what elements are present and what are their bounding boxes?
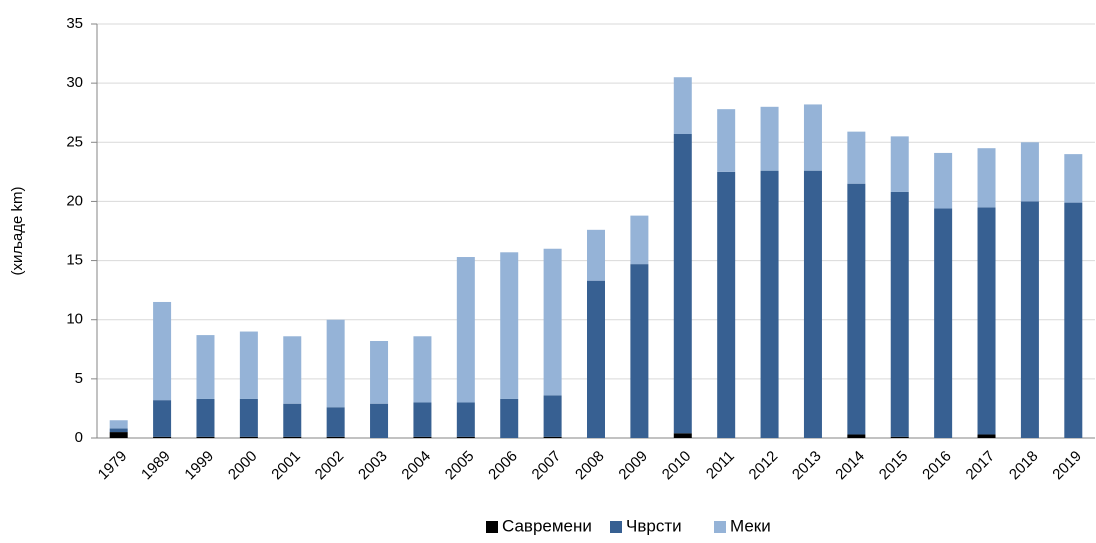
bar-segment (717, 171, 736, 438)
bar-segment (153, 301, 172, 401)
bar-segment (760, 170, 779, 438)
y-tick-label: 30 (66, 74, 83, 91)
bar-segment (977, 434, 996, 438)
x-tick-label: 2007 (529, 448, 565, 484)
x-tick-label: 2001 (268, 448, 304, 484)
bar-segment (413, 402, 432, 437)
x-tick-label: 2009 (615, 448, 651, 484)
x-tick-label: 2017 (963, 448, 999, 484)
bar-segment (1064, 202, 1083, 438)
y-axis-label: (хиљаде km) (9, 186, 26, 275)
x-tick-label: 2015 (876, 448, 912, 484)
legend-swatch (610, 521, 622, 533)
bar-segment (413, 336, 432, 403)
bar-segment (370, 403, 389, 438)
bar-segment (587, 229, 605, 281)
x-tick-label: 2013 (789, 448, 825, 484)
bar-segment (109, 428, 128, 433)
bar-segment (717, 109, 736, 172)
y-tick-label: 5 (75, 370, 83, 387)
bar-segment (890, 191, 909, 437)
legend-swatch (714, 521, 726, 533)
y-tick-label: 10 (66, 311, 83, 328)
bar-segment (239, 331, 258, 399)
y-tick-label: 25 (66, 133, 83, 150)
bar-segment (543, 248, 562, 396)
bar-segment (196, 436, 215, 438)
bar-segment (934, 152, 953, 209)
x-tick-label: 2010 (659, 448, 695, 484)
x-tick-label: 2014 (832, 448, 868, 484)
bar-segment (370, 341, 389, 404)
bar-segment (109, 420, 128, 429)
x-tick-label: 2000 (225, 448, 261, 484)
bar-segment (456, 257, 475, 403)
x-tick-label: 2008 (572, 448, 608, 484)
x-tick-label: 2002 (312, 448, 348, 484)
y-tick-label: 35 (66, 15, 83, 32)
bar-segment (326, 407, 345, 437)
bar-segment (977, 148, 996, 208)
bar-segment (847, 131, 866, 184)
x-tick-label: 2018 (1006, 448, 1042, 484)
y-tick-label: 15 (66, 252, 83, 269)
bar-segment (153, 436, 172, 438)
bar-segment (283, 403, 302, 437)
bar-segment (673, 134, 692, 434)
y-tick-label: 20 (66, 192, 83, 209)
bar-segment (847, 434, 866, 438)
bar-segment (587, 280, 605, 438)
bar-segment (803, 170, 822, 438)
legend-swatch (486, 521, 498, 533)
x-tick-label: 2005 (442, 448, 478, 484)
x-tick-label: 2012 (746, 448, 782, 484)
bar-segment (153, 400, 172, 437)
x-tick-label: 2003 (355, 448, 391, 484)
bar-segment (239, 398, 258, 437)
bar-segment (1020, 142, 1039, 202)
legend-label: Савремени (502, 516, 592, 535)
x-tick-label: 1999 (181, 448, 217, 484)
legend-label: Чврсти (626, 516, 682, 535)
bar-segment (890, 436, 909, 438)
bar-segment (283, 336, 302, 404)
x-tick-label: 2011 (703, 448, 738, 483)
bar-segment (500, 398, 519, 438)
bar-segment (239, 436, 258, 438)
bar-segment (326, 436, 345, 438)
bar-segment (1064, 154, 1083, 203)
bar-segment (196, 335, 215, 399)
bar-segment (500, 252, 519, 399)
bar-segment (543, 436, 562, 438)
legend-label: Меки (730, 516, 771, 535)
y-tick-label: 0 (75, 429, 83, 446)
bar-segment (456, 436, 475, 438)
bar-segment (326, 319, 345, 408)
bar-segment (760, 106, 779, 171)
bar-segment (934, 208, 953, 438)
bar-segment (673, 77, 692, 135)
x-tick-label: 2019 (1049, 448, 1085, 484)
bar-segment (413, 436, 432, 438)
bar-segment (673, 433, 692, 438)
bar-segment (109, 432, 128, 438)
bar-segment (890, 136, 909, 192)
bar-segment (283, 436, 302, 438)
bar-segment (456, 402, 475, 437)
bar-segment (847, 183, 866, 435)
bar-segment (977, 207, 996, 435)
x-tick-label: 2004 (398, 448, 434, 484)
bar-segment (543, 395, 562, 437)
bar-segment (1020, 201, 1039, 438)
bar-segment (803, 104, 822, 171)
bar-segment (630, 264, 649, 438)
x-tick-label: 1989 (138, 448, 174, 484)
x-tick-label: 1979 (95, 448, 131, 484)
bar-segment (630, 215, 649, 265)
x-tick-label: 2006 (485, 448, 521, 484)
bar-segment (196, 398, 215, 437)
x-tick-label: 2016 (919, 448, 955, 484)
